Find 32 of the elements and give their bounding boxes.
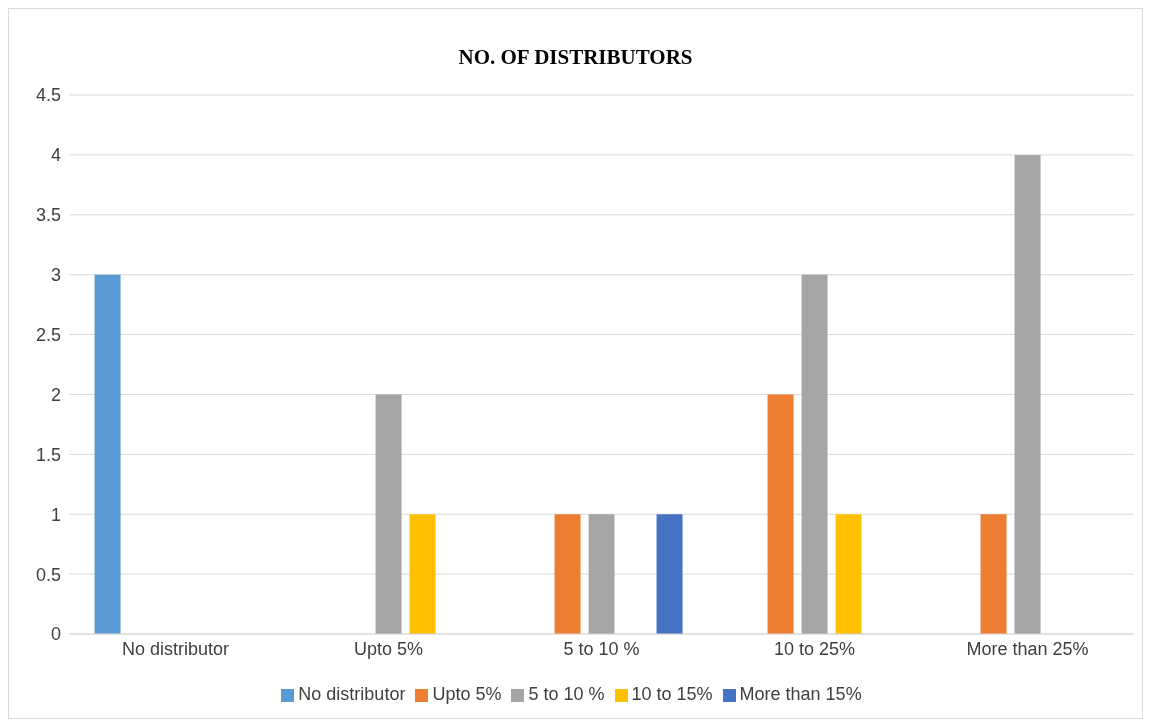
legend-label: No distributor <box>298 684 406 704</box>
y-tick-label: 0.5 <box>35 564 61 585</box>
bar <box>409 514 436 634</box>
bar <box>375 394 402 634</box>
x-tick-label: 10 to 25% <box>773 638 856 659</box>
y-tick-label: 0 <box>50 624 61 645</box>
y-tick-label: 4 <box>50 145 61 166</box>
bar <box>835 514 862 634</box>
y-tick-label: 1.5 <box>35 444 61 465</box>
bar <box>980 514 1007 634</box>
bar <box>554 514 581 634</box>
y-tick-label: 3.5 <box>35 205 61 226</box>
chart-title: NO. OF DISTRIBUTORS <box>457 45 694 71</box>
y-tick-label: 2.5 <box>35 324 61 345</box>
x-tick-label: Upto 5% <box>353 638 424 659</box>
bar <box>94 274 121 634</box>
bar <box>1014 154 1041 634</box>
x-tick-label: More than 25% <box>966 638 1089 659</box>
x-tick-label: No distributor <box>121 638 230 659</box>
y-tick-label: 1 <box>50 504 61 525</box>
legend-label: Upto 5% <box>432 684 502 704</box>
legend-label: 5 to 10 % <box>528 684 605 704</box>
bar <box>767 394 794 634</box>
y-tick-label: 3 <box>50 265 61 286</box>
legend-label: 10 to 15% <box>631 684 713 704</box>
bar <box>801 274 828 634</box>
y-tick-label: 4.5 <box>35 85 61 106</box>
x-tick-label: 5 to 10 % <box>563 638 640 659</box>
bar <box>656 514 683 634</box>
bar <box>588 514 615 634</box>
y-tick-label: 2 <box>50 384 61 405</box>
legend-label: More than 15% <box>739 684 862 704</box>
